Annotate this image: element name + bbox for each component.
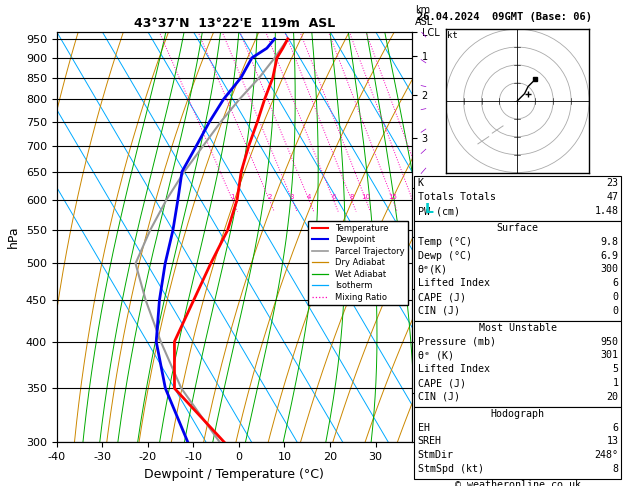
- Text: Pressure (mb): Pressure (mb): [418, 337, 496, 347]
- Text: 6: 6: [331, 194, 336, 200]
- Text: 9.8: 9.8: [600, 237, 618, 247]
- Text: 950: 950: [600, 337, 618, 347]
- Legend: Temperature, Dewpoint, Parcel Trajectory, Dry Adiabat, Wet Adiabat, Isotherm, Mi: Temperature, Dewpoint, Parcel Trajectory…: [308, 221, 408, 305]
- Text: km
ASL: km ASL: [415, 5, 433, 27]
- Text: 5: 5: [612, 364, 618, 374]
- Text: CAPE (J): CAPE (J): [418, 378, 465, 388]
- Text: CAPE (J): CAPE (J): [418, 292, 465, 302]
- Text: 8: 8: [612, 464, 618, 474]
- Text: 20: 20: [606, 392, 618, 402]
- Text: L: L: [425, 202, 434, 216]
- Text: 47: 47: [606, 192, 618, 202]
- Text: 0: 0: [612, 306, 618, 316]
- Text: 26.04.2024  09GMT (Base: 06): 26.04.2024 09GMT (Base: 06): [417, 12, 592, 22]
- Text: Lifted Index: Lifted Index: [418, 278, 489, 288]
- Text: 1: 1: [612, 378, 618, 388]
- Text: StmDir: StmDir: [418, 451, 454, 460]
- Text: Temp (°C): Temp (°C): [418, 237, 472, 247]
- Text: 1.48: 1.48: [594, 206, 618, 216]
- Text: 23: 23: [606, 178, 618, 189]
- Text: K: K: [418, 178, 424, 189]
- Text: Lifted Index: Lifted Index: [418, 364, 489, 374]
- Text: Most Unstable: Most Unstable: [479, 323, 557, 333]
- Text: Totals Totals: Totals Totals: [418, 192, 496, 202]
- Text: StmSpd (kt): StmSpd (kt): [418, 464, 484, 474]
- Text: 6: 6: [612, 278, 618, 288]
- Text: 4: 4: [306, 194, 311, 200]
- Text: 301: 301: [600, 350, 618, 361]
- Text: EH: EH: [418, 423, 430, 433]
- Text: CIN (J): CIN (J): [418, 392, 460, 402]
- Text: Hodograph: Hodograph: [491, 409, 545, 419]
- Text: Surface: Surface: [497, 223, 538, 233]
- Text: 1: 1: [230, 194, 235, 200]
- Text: © weatheronline.co.uk: © weatheronline.co.uk: [455, 480, 581, 486]
- Text: θᵉ(K): θᵉ(K): [418, 264, 448, 275]
- Text: CIN (J): CIN (J): [418, 306, 460, 316]
- Text: 6: 6: [612, 423, 618, 433]
- Title: 43°37'N  13°22'E  119m  ASL: 43°37'N 13°22'E 119m ASL: [134, 17, 335, 31]
- Text: kt: kt: [447, 31, 458, 40]
- X-axis label: Dewpoint / Temperature (°C): Dewpoint / Temperature (°C): [145, 468, 324, 481]
- Text: 3: 3: [290, 194, 294, 200]
- Text: 248°: 248°: [594, 451, 618, 460]
- Text: 15: 15: [388, 194, 397, 200]
- Text: 13: 13: [606, 436, 618, 447]
- Text: 10: 10: [361, 194, 370, 200]
- Text: SREH: SREH: [418, 436, 442, 447]
- Text: 2: 2: [267, 194, 271, 200]
- Text: θᵉ (K): θᵉ (K): [418, 350, 454, 361]
- Text: 8: 8: [349, 194, 353, 200]
- Text: Dewp (°C): Dewp (°C): [418, 251, 472, 260]
- Text: PW (cm): PW (cm): [418, 206, 460, 216]
- Text: 300: 300: [600, 264, 618, 275]
- Y-axis label: hPa: hPa: [7, 226, 20, 248]
- Text: 6.9: 6.9: [600, 251, 618, 260]
- Text: 0: 0: [612, 292, 618, 302]
